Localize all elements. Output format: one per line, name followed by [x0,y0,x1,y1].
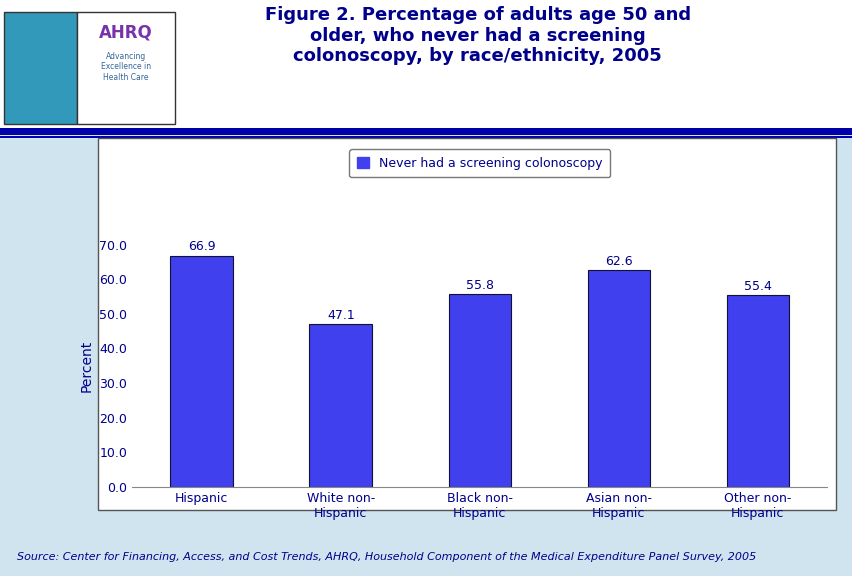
Bar [170,256,233,487]
Text: Advancing
Excellence in
Health Care: Advancing Excellence in Health Care [101,52,151,82]
Bar [448,294,510,487]
Text: 66.9: 66.9 [187,240,216,253]
Text: AHRQ: AHRQ [99,23,153,41]
Y-axis label: Percent: Percent [80,340,94,392]
Bar [726,295,788,487]
Text: 47.1: 47.1 [326,309,354,322]
Legend: Never had a screening colonoscopy: Never had a screening colonoscopy [349,149,609,177]
Text: Figure 2. Percentage of adults age 50 and
older, who never had a screening
colon: Figure 2. Percentage of adults age 50 an… [264,6,690,65]
Text: 55.8: 55.8 [465,279,493,292]
Text: Source: Center for Financing, Access, and Cost Trends, AHRQ, Household Component: Source: Center for Financing, Access, an… [17,552,756,562]
Text: 62.6: 62.6 [604,255,632,268]
Text: 55.4: 55.4 [743,280,771,293]
Bar [587,270,649,487]
Bar [309,324,371,487]
